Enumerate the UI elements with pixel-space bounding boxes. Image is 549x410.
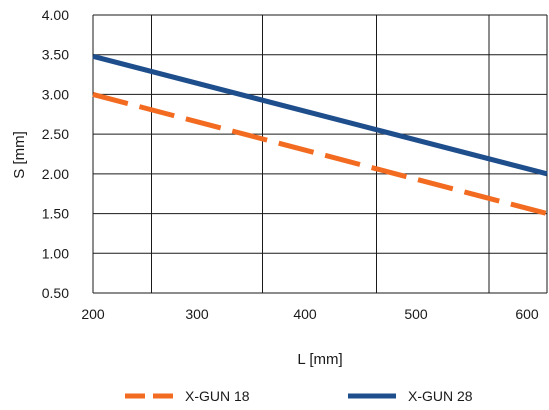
- y-tick-label: 2.50: [42, 126, 69, 142]
- grid: [92, 14, 548, 294]
- x-tick-label: 500: [404, 306, 428, 322]
- y-tick-label: 4.00: [42, 7, 69, 23]
- legend-label: X-GUN 18: [185, 388, 250, 404]
- legend-label: X-GUN 28: [408, 388, 473, 404]
- series-line-x-gun-18: [92, 92, 548, 216]
- y-tick-label: 1.50: [42, 206, 69, 222]
- x-tick-label: 300: [185, 306, 209, 322]
- x-tick-label: 600: [515, 306, 539, 322]
- y-tick-label: 3.50: [42, 47, 69, 63]
- y-tick-label: 3.00: [42, 86, 69, 102]
- series-lines: [92, 53, 548, 216]
- tick-labels: 0.50 1.00 1.50 2.00 2.50 3.00 3.50 4.00 200 300 40…: [42, 7, 539, 322]
- x-tick-label: 200: [81, 306, 105, 322]
- y-tick-label: 1.00: [42, 245, 69, 261]
- x-axis-title: L [mm]: [297, 351, 342, 368]
- y-tick-label: 2.00: [42, 166, 69, 182]
- legend: X-GUN 18 X-GUN 28: [125, 388, 473, 404]
- y-axis-title: S [mm]: [11, 131, 28, 179]
- y-tick-label: 0.50: [42, 285, 69, 301]
- x-tick-label: 400: [293, 306, 317, 322]
- series-line-x-gun-28: [92, 53, 548, 177]
